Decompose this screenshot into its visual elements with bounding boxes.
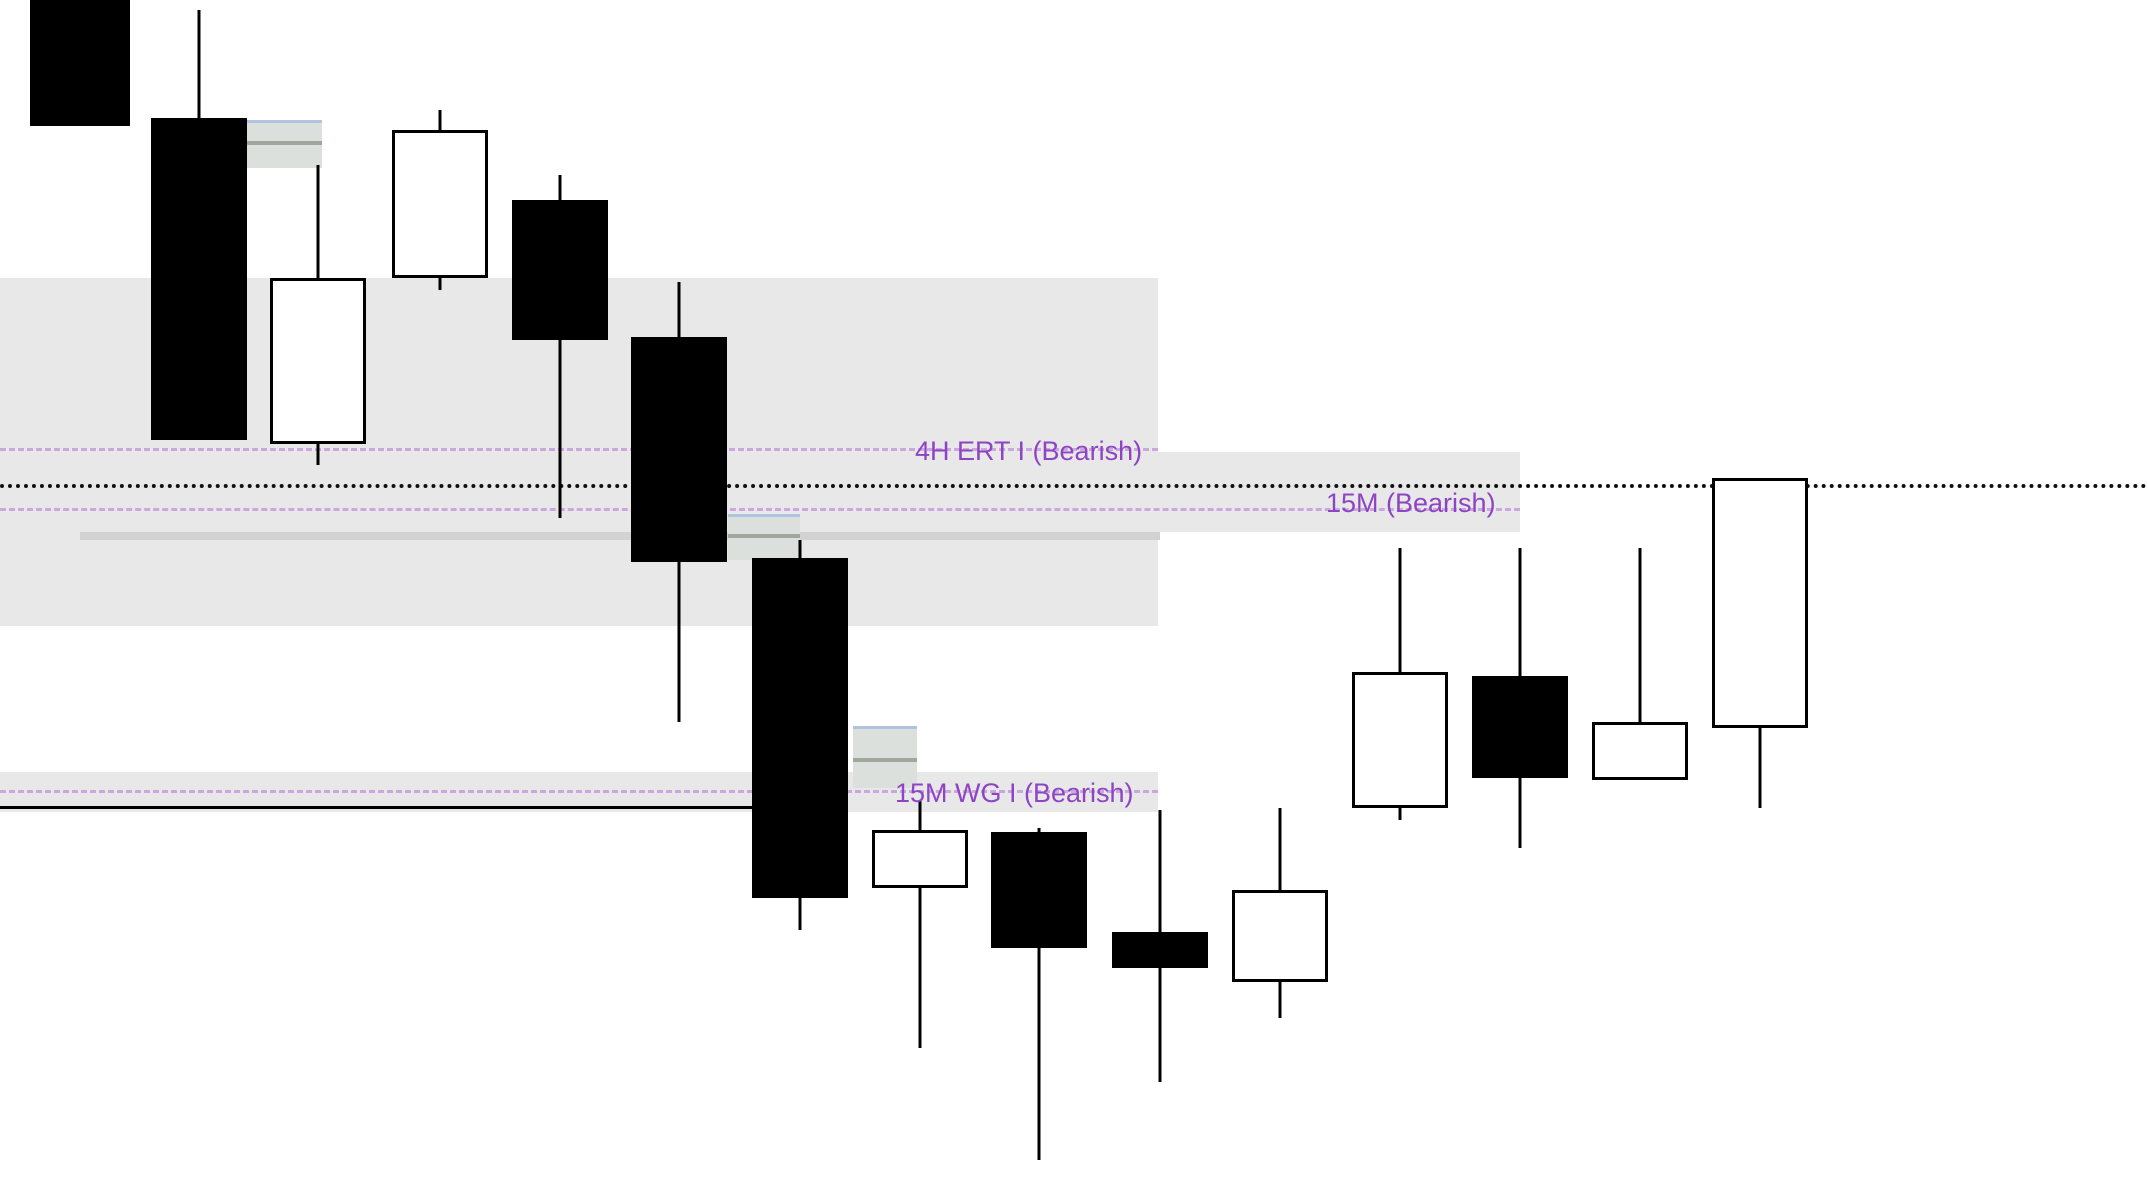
candle — [1112, 0, 1208, 1190]
level-label-4h-ert-i[interactable]: 4H ERT I (Bearish) — [915, 436, 1143, 466]
candle — [1472, 0, 1568, 1190]
candle — [991, 0, 1087, 1190]
candle — [270, 0, 366, 1190]
candle-body-bullish — [1352, 672, 1448, 808]
candle — [1352, 0, 1448, 1190]
candle — [1712, 0, 1808, 1190]
candle-body-bearish — [151, 118, 247, 440]
level-label-15m-wg-i[interactable]: 15M WG I (Bearish) — [895, 778, 1134, 808]
candle-wick — [918, 800, 922, 1048]
level-line-4h-ert-i[interactable] — [0, 448, 1158, 451]
candle — [872, 0, 968, 1190]
candle — [1592, 0, 1688, 1190]
candle-body-bullish — [392, 130, 488, 278]
order-block-ob-3 — [853, 726, 917, 788]
candle — [512, 0, 608, 1190]
candle — [30, 0, 130, 1190]
candle — [151, 0, 247, 1190]
candle-body-bearish — [752, 558, 848, 898]
level-line-15m[interactable] — [0, 508, 1520, 511]
order-block-top-line — [247, 120, 322, 123]
candle-body-bullish — [872, 830, 968, 888]
candle — [392, 0, 488, 1190]
candle-wick — [1638, 548, 1642, 780]
candle-body-bearish — [30, 0, 130, 126]
level-label-15m[interactable]: 15M (Bearish) — [1326, 488, 1496, 518]
candle-body-bearish — [512, 200, 608, 340]
order-block-top-line — [853, 726, 917, 729]
candle — [752, 0, 848, 1190]
order-block-mid-line — [728, 534, 800, 538]
current-price-line[interactable] — [0, 484, 2148, 488]
candle-body-bearish — [1112, 932, 1208, 968]
candle-body-bullish — [1592, 722, 1688, 780]
candle-wick — [1037, 828, 1041, 1160]
candle — [631, 0, 727, 1190]
candle-body-bearish — [631, 337, 727, 562]
support-line[interactable] — [0, 806, 760, 809]
order-block-mid-line — [853, 758, 917, 762]
candle-body-bullish — [270, 278, 366, 444]
candle-body-bearish — [991, 832, 1087, 948]
order-block-top-line — [728, 514, 800, 517]
candle-body-bearish — [1472, 676, 1568, 778]
order-block-mid-line — [247, 141, 322, 145]
candle — [1232, 0, 1328, 1190]
candle-body-bullish — [1232, 890, 1328, 982]
level-line-15m-wg-i[interactable] — [0, 790, 1158, 793]
candle-body-bullish — [1712, 478, 1808, 728]
candle-wick — [558, 175, 562, 518]
